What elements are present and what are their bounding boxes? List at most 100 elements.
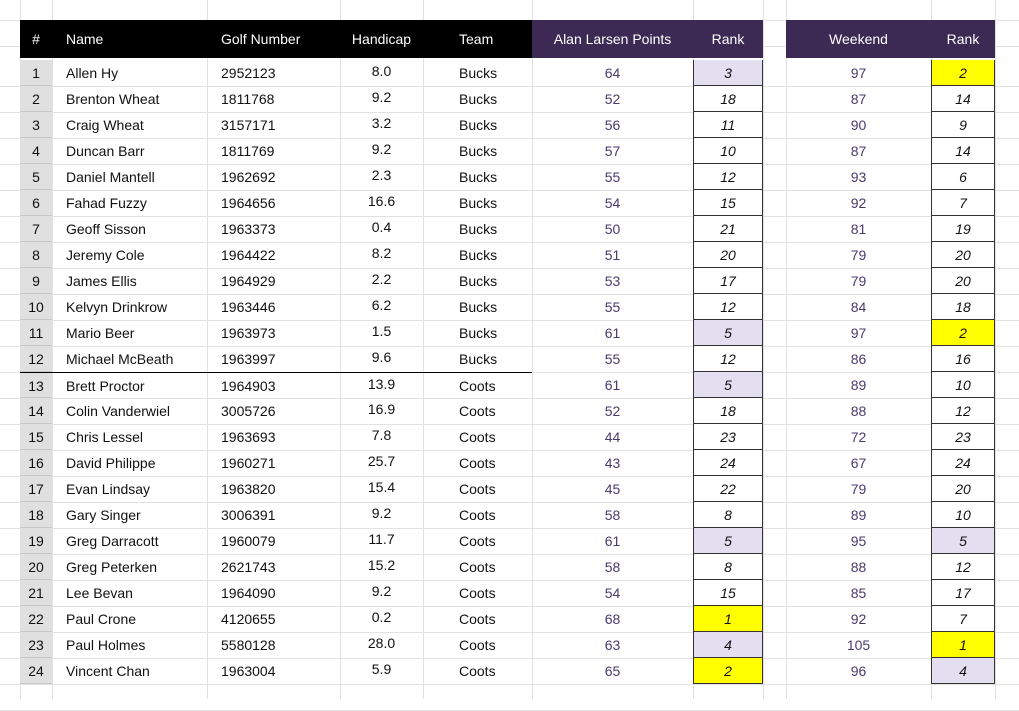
row-number: 22 — [20, 606, 52, 632]
alan-larsen-points: 50 — [604, 221, 621, 237]
alan-larsen-points: 68 — [604, 611, 621, 627]
weekend-rank: 5 — [931, 528, 995, 554]
rank: 12 — [693, 164, 763, 190]
name: Geoff Sisson — [66, 221, 146, 237]
team: Bucks — [459, 169, 498, 185]
row-number: 23 — [20, 632, 52, 658]
weekend-rank: 14 — [931, 138, 995, 164]
grid-line — [0, 502, 1019, 503]
rank: 12 — [693, 346, 763, 372]
alan-larsen-points: 61 — [604, 325, 621, 341]
weekend-rank: 18 — [931, 294, 995, 320]
header-cell: Alan Larsen Points — [532, 20, 693, 58]
team: Bucks — [459, 117, 498, 133]
team: Bucks — [459, 91, 498, 107]
grid-line — [207, 0, 208, 699]
team: Coots — [459, 481, 496, 497]
alan-larsen-points: 55 — [604, 351, 621, 367]
grid-line — [0, 684, 1019, 685]
handicap: 25.7 — [367, 453, 396, 469]
rank: 5 — [693, 372, 763, 398]
handicap: 3.2 — [371, 115, 392, 131]
rank: 1 — [693, 606, 763, 632]
golf-number: 1963446 — [221, 299, 276, 315]
handicap: 2.3 — [371, 167, 392, 183]
alan-larsen-points: 54 — [604, 585, 621, 601]
weekend: 72 — [850, 429, 867, 445]
name: Allen Hy — [66, 65, 119, 81]
alan-larsen-points: 55 — [604, 299, 621, 315]
golf-number: 2621743 — [221, 559, 276, 575]
weekend: 79 — [850, 247, 867, 263]
grid-line — [0, 320, 1019, 321]
handicap: 9.2 — [371, 141, 392, 157]
rank: 22 — [693, 476, 763, 502]
golf-number: 1963373 — [221, 221, 276, 237]
weekend-rank: 10 — [931, 372, 995, 398]
weekend: 88 — [850, 403, 867, 419]
team: Bucks — [459, 273, 498, 289]
team: Coots — [459, 429, 496, 445]
row-number: 8 — [20, 242, 52, 268]
team: Bucks — [459, 65, 498, 81]
rank: 17 — [693, 268, 763, 294]
grid-line — [0, 268, 1019, 269]
grid-line — [0, 398, 1019, 399]
grid-line — [0, 658, 1019, 659]
grid-line — [0, 112, 1019, 113]
weekend: 67 — [850, 455, 867, 471]
name: Colin Vanderwiel — [66, 403, 171, 419]
rank: 18 — [693, 86, 763, 112]
name: Daniel Mantell — [66, 169, 155, 185]
handicap: 0.4 — [371, 219, 392, 235]
grid-line — [0, 294, 1019, 295]
name: Duncan Barr — [66, 143, 145, 159]
alan-larsen-points: 57 — [604, 143, 621, 159]
golf-number: 1964422 — [221, 247, 276, 263]
grid-line — [0, 190, 1019, 191]
alan-larsen-points: 52 — [604, 91, 621, 107]
grid-line — [0, 450, 1019, 451]
weekend-rank: 7 — [931, 190, 995, 216]
grid-line — [0, 554, 1019, 555]
alan-larsen-points: 54 — [604, 195, 621, 211]
team: Bucks — [459, 143, 498, 159]
name: Greg Peterken — [66, 559, 158, 575]
team: Bucks — [459, 299, 498, 315]
row-number: 6 — [20, 190, 52, 216]
golf-number: 1963693 — [221, 429, 276, 445]
alan-larsen-points: 52 — [604, 403, 621, 419]
rank: 3 — [693, 60, 763, 86]
weekend: 79 — [850, 481, 867, 497]
grid-line — [0, 632, 1019, 633]
rank: 23 — [693, 424, 763, 450]
team: Bucks — [459, 247, 498, 263]
name: Paul Holmes — [66, 637, 146, 653]
grid-line — [0, 528, 1019, 529]
row-number: 11 — [20, 320, 52, 346]
handicap: 16.6 — [367, 193, 396, 209]
rank: 10 — [693, 138, 763, 164]
row-number: 2 — [20, 86, 52, 112]
weekend: 89 — [850, 507, 867, 523]
golf-number: 1811768 — [221, 91, 275, 107]
handicap: 2.2 — [371, 271, 392, 287]
alan-larsen-points: 58 — [604, 559, 621, 575]
team: Coots — [459, 585, 496, 601]
team: Bucks — [459, 221, 498, 237]
row-number: 14 — [20, 398, 52, 424]
weekend: 84 — [850, 299, 867, 315]
grid-line — [0, 606, 1019, 607]
row-number: 4 — [20, 138, 52, 164]
alan-larsen-points: 45 — [604, 481, 621, 497]
weekend-rank: 9 — [931, 112, 995, 138]
team: Coots — [459, 559, 496, 575]
name: Paul Crone — [66, 611, 137, 627]
rank: 15 — [693, 580, 763, 606]
weekend: 90 — [850, 117, 867, 133]
grid-line — [0, 242, 1019, 243]
team: Coots — [459, 533, 496, 549]
rank: 18 — [693, 398, 763, 424]
grid-line — [995, 0, 996, 699]
